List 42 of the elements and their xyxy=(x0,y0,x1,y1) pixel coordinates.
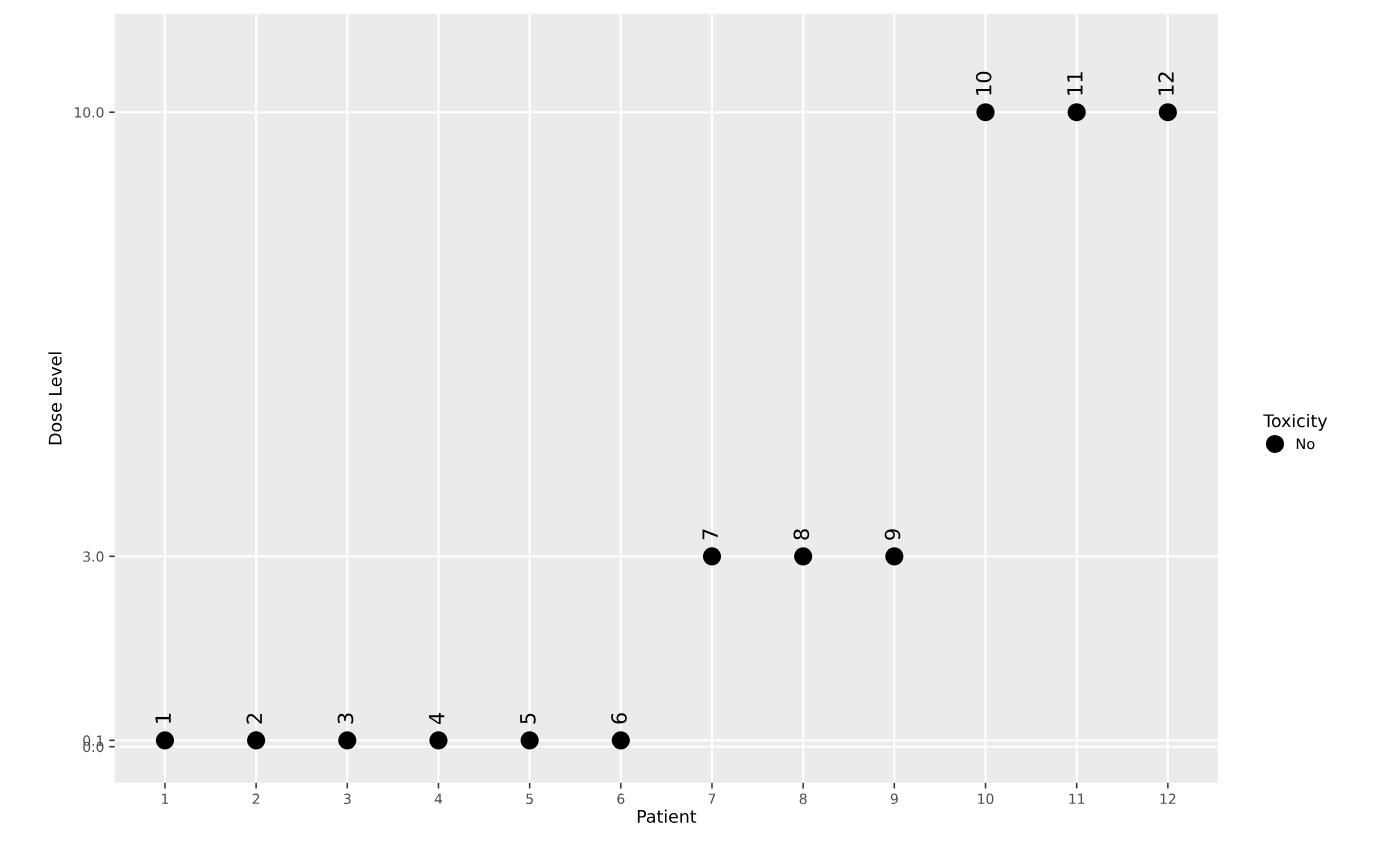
x-tick-label: 9 xyxy=(890,793,898,805)
annotation: 7 xyxy=(702,529,718,540)
annotation: 12 xyxy=(1158,72,1174,95)
point xyxy=(155,731,174,750)
annotation: 2 xyxy=(246,713,262,724)
annotation: 1 xyxy=(155,713,171,723)
x-tick-label: 12 xyxy=(1160,793,1176,804)
y-tick-label: 3.0 xyxy=(83,551,104,562)
point xyxy=(247,731,266,750)
annotation: 4 xyxy=(429,712,445,725)
x-tick-label: 3 xyxy=(343,793,351,805)
x-tick-label: 5 xyxy=(526,793,533,805)
annotation: 6 xyxy=(611,713,627,724)
annotation: 11 xyxy=(1067,72,1083,95)
point xyxy=(520,731,539,750)
point xyxy=(429,731,448,750)
x-tick-label: 4 xyxy=(434,793,443,804)
point xyxy=(976,103,995,122)
point xyxy=(794,547,813,566)
point xyxy=(611,731,630,750)
legend-label: No xyxy=(1296,438,1315,450)
point xyxy=(1158,103,1177,122)
point xyxy=(702,547,722,566)
x-tick-label: 1 xyxy=(162,793,169,804)
x-axis-title: Patient xyxy=(637,809,697,823)
x-tick-label: 6 xyxy=(617,793,625,805)
x-tick-label: 11 xyxy=(1069,793,1085,804)
annotation: 3 xyxy=(337,713,354,724)
point xyxy=(338,731,357,750)
x-tick-label: 8 xyxy=(799,793,807,805)
annotation: 8 xyxy=(793,529,810,540)
x-tick-label: 7 xyxy=(708,793,716,804)
legend-title: Toxicity xyxy=(1263,413,1328,431)
annotation: 9 xyxy=(884,529,901,540)
y-tick-label: 10.0 xyxy=(74,107,104,118)
y-axis-title: Dose Level xyxy=(48,352,62,445)
point xyxy=(1067,103,1086,122)
annotation: 10 xyxy=(975,71,992,95)
x-tick-label: 2 xyxy=(252,793,260,804)
annotation: 5 xyxy=(520,713,536,724)
x-tick-label: 10 xyxy=(978,793,994,805)
point xyxy=(885,547,904,566)
